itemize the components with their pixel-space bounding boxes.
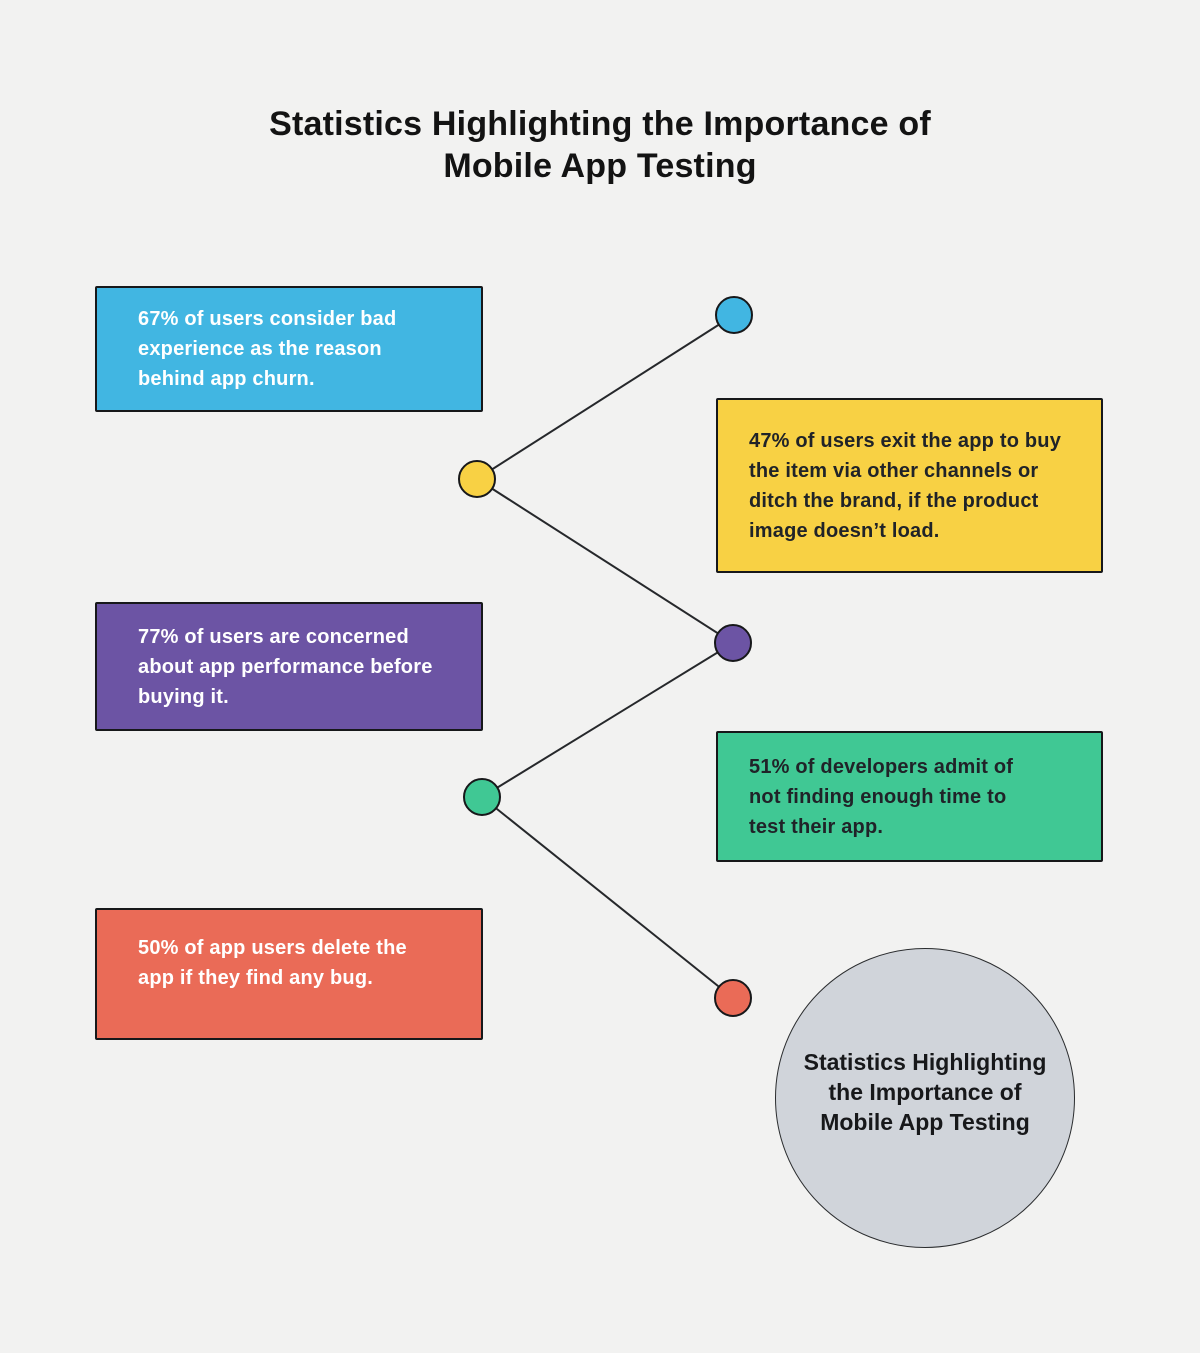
connector-dot-blue bbox=[715, 296, 753, 334]
connector-dot-yellow bbox=[458, 460, 496, 498]
summary-circle: Statistics Highlighting the Importance of… bbox=[775, 948, 1075, 1248]
page-title-line-1: Statistics Highlighting the Importance o… bbox=[269, 105, 931, 143]
stat-card-product-image: 47% of users exit the app to buy the item… bbox=[716, 398, 1103, 573]
stat-card-bug-delete: 50% of app users delete the app if they f… bbox=[95, 908, 483, 1040]
connector-dot-red bbox=[714, 979, 752, 1017]
stat-card-testing-time: 51% of developers admit of not finding en… bbox=[716, 731, 1103, 862]
stat-card-performance: 77% of users are concerned about app perf… bbox=[95, 602, 483, 731]
page-title-line-2: Mobile App Testing bbox=[443, 147, 757, 185]
connector-dot-purple bbox=[714, 624, 752, 662]
stat-card-churn: 67% of users consider bad experience as t… bbox=[95, 286, 483, 412]
connector-dot-green bbox=[463, 778, 501, 816]
page-title: Statistics Highlighting the Importance o… bbox=[0, 103, 1200, 187]
